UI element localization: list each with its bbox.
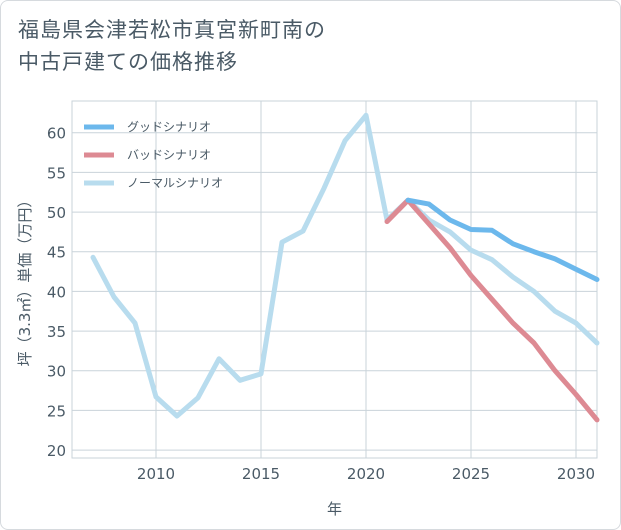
y-tick-label: 45 <box>47 244 66 262</box>
y-tick-label: 55 <box>47 164 66 182</box>
x-tick-label: 2030 <box>557 465 595 483</box>
y-tick-label: 40 <box>47 283 66 301</box>
y-tick-label: 25 <box>47 402 66 420</box>
x-axis-label: 年 <box>327 500 342 518</box>
x-tick-label: 2025 <box>452 465 490 483</box>
y-tick-label: 30 <box>47 363 66 381</box>
chart-title: 福島県会津若松市真宮新町南の 中古戸建ての価格推移 <box>18 14 598 78</box>
y-axis-ticks: 20 25 30 35 40 45 50 55 60 <box>47 125 66 460</box>
legend-label: ノーマルシナリオ <box>127 176 223 190</box>
x-axis-ticks: 2010 2015 2020 2025 2030 <box>137 465 595 483</box>
x-tick-label: 2015 <box>242 465 280 483</box>
series-line-2 <box>90 112 600 419</box>
y-axis-label: 坪（3.3㎡）単価（万円） <box>16 193 34 367</box>
chart-title-line1: 福島県会津若松市真宮新町南の <box>18 18 326 42</box>
legend-label: バッドシナリオ <box>127 148 211 162</box>
y-tick-label: 35 <box>47 323 66 341</box>
series-line-0 <box>405 197 600 282</box>
x-tick-label: 2020 <box>347 465 385 483</box>
y-tick-label: 20 <box>47 442 66 460</box>
y-tick-label: 60 <box>47 125 66 143</box>
legend-label: グッドシナリオ <box>127 120 211 134</box>
chart-grid <box>71 100 598 459</box>
chart-title-line2: 中古戸建ての価格推移 <box>18 50 238 74</box>
chart-series <box>90 112 600 423</box>
x-tick-label: 2010 <box>137 465 175 483</box>
y-tick-label: 50 <box>47 204 66 222</box>
series-line-1 <box>384 197 600 423</box>
